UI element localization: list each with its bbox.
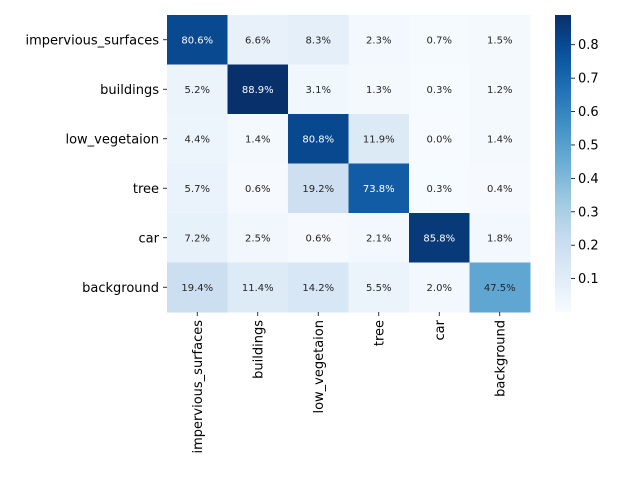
colorbar-gradient <box>555 15 571 312</box>
column-tick-label: impervious_surfaces <box>191 320 206 454</box>
heatmap-cell <box>167 163 228 214</box>
cell-value-label: 14.2% <box>302 283 334 294</box>
heatmap-cell <box>469 213 531 263</box>
row-tick-labels: impervious_surfaces buildings low_vegetaio… <box>26 33 167 296</box>
cell-value-label: 4.4% <box>185 134 210 145</box>
column-tick-label: tree <box>372 320 387 346</box>
heatmap-cell <box>348 163 410 214</box>
colorbar-tick-label: 0.7 <box>578 72 599 87</box>
row-tick-label: buildings <box>100 83 159 98</box>
colorbar-tick-label: 0.4 <box>578 172 599 187</box>
cell-value-label: 6.6% <box>245 35 270 46</box>
cell-value-label: 1.5% <box>487 35 512 46</box>
cell-value-label: 0.6% <box>245 184 270 195</box>
heatmap-cell <box>348 64 410 115</box>
heatmap-cell <box>409 262 470 313</box>
heatmap-cell <box>227 64 289 115</box>
heatmap-cell <box>288 114 349 164</box>
column-tick-label: background <box>493 320 508 397</box>
cell-value-label: 1.8% <box>487 233 512 244</box>
row-tick-label: background <box>82 281 159 296</box>
cell-value-label: 80.8% <box>302 134 334 145</box>
heatmap-cell <box>469 114 531 164</box>
heatmap-cell <box>227 262 289 313</box>
cell-value-label: 19.2% <box>302 184 334 195</box>
cell-value-label: 0.0% <box>427 134 452 145</box>
cell-value-label: 7.2% <box>185 233 210 244</box>
heatmap-cell <box>288 15 349 65</box>
heatmap-cell <box>409 114 470 164</box>
heatmap-cell <box>167 213 228 263</box>
heatmap-cell <box>288 163 349 214</box>
heatmap-cell <box>348 213 410 263</box>
cell-value-label: 1.2% <box>487 85 512 96</box>
cell-value-label: 0.4% <box>487 184 512 195</box>
cell-value-label: 1.3% <box>366 85 391 96</box>
heatmap-cell <box>409 213 470 263</box>
heatmap-cell <box>348 15 410 65</box>
colorbar-tick-label: 0.8 <box>578 38 599 53</box>
cell-value-label: 88.9% <box>242 85 274 96</box>
heatmap-cell <box>409 64 470 115</box>
colorbar: 0.1 0.2 0.3 0.4 0.5 0.6 0.7 0.8 <box>555 15 599 312</box>
heatmap-cells: 80.6% 6.6% 8.3% 2.3% 0.7% 1.5% 5.2% 88.9% 3.1% 1.… <box>167 15 531 313</box>
heatmap-cell <box>469 15 531 65</box>
row-tick-label: car <box>139 231 160 246</box>
cell-value-label: 5.7% <box>185 184 210 195</box>
cell-value-label: 8.3% <box>306 35 331 46</box>
cell-value-label: 0.3% <box>427 184 452 195</box>
colorbar-tick-label: 0.1 <box>578 272 599 287</box>
cell-value-label: 85.8% <box>423 233 455 244</box>
cell-value-label: 80.6% <box>181 35 213 46</box>
cell-value-label: 1.4% <box>487 134 512 145</box>
colorbar-tick-label: 0.2 <box>578 239 599 254</box>
heatmap-cell <box>469 163 531 214</box>
cell-value-label: 1.4% <box>245 134 270 145</box>
colorbar-tick-label: 0.5 <box>578 138 599 153</box>
heatmap-cell <box>409 15 470 65</box>
heatmap-cell <box>227 15 289 65</box>
column-tick-labels: impervious_surfaces buildings low_vegetaio… <box>191 312 508 454</box>
row-tick-label: low_vegetaion <box>65 132 159 147</box>
heatmap-cell <box>288 64 349 115</box>
cell-value-label: 2.3% <box>366 35 391 46</box>
row-tick-label: impervious_surfaces <box>26 33 160 48</box>
heatmap-cell <box>227 213 289 263</box>
heatmap-cell <box>167 262 228 313</box>
colorbar-tick-label: 0.3 <box>578 205 599 220</box>
heatmap-cell <box>227 163 289 214</box>
cell-value-label: 2.5% <box>245 233 270 244</box>
heatmap-cell <box>469 64 531 115</box>
row-tick-label: tree <box>133 182 159 197</box>
cell-value-label: 3.1% <box>306 85 331 96</box>
cell-value-label: 2.1% <box>366 233 391 244</box>
cell-value-label: 5.2% <box>185 85 210 96</box>
cell-value-label: 0.7% <box>427 35 452 46</box>
column-tick-label: car <box>433 319 448 340</box>
heatmap-cell <box>167 15 228 65</box>
heatmap-cell <box>409 163 470 214</box>
heatmap-cell <box>288 262 349 313</box>
heatmap-cell <box>348 262 410 313</box>
colorbar-tick-label: 0.6 <box>578 105 599 120</box>
cell-value-label: 19.4% <box>181 283 213 294</box>
cell-value-label: 5.5% <box>366 283 391 294</box>
heatmap-cell <box>167 114 228 164</box>
heatmap-cell <box>167 64 228 115</box>
cell-value-label: 47.5% <box>484 283 516 294</box>
heatmap-cell <box>288 213 349 263</box>
column-tick-label: buildings <box>251 320 266 379</box>
cell-value-label: 11.4% <box>242 283 274 294</box>
cell-value-label: 2.0% <box>427 283 452 294</box>
heatmap-cell <box>227 114 289 164</box>
cell-value-label: 11.9% <box>363 134 395 145</box>
heatmap-cell <box>348 114 410 164</box>
cell-value-label: 0.6% <box>306 233 331 244</box>
cell-value-label: 73.8% <box>363 184 395 195</box>
heatmap-cell <box>469 262 531 313</box>
column-tick-label: low_vegetaion <box>312 320 327 414</box>
cell-value-label: 0.3% <box>427 85 452 96</box>
